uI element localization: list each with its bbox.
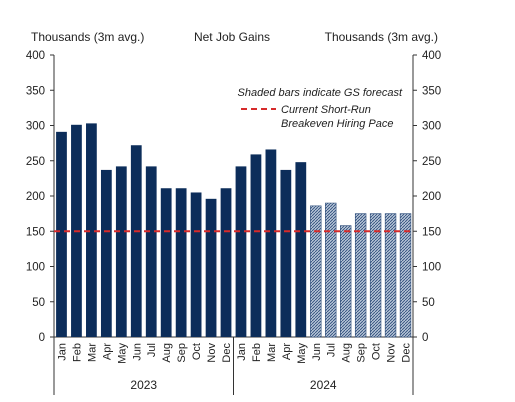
x-tick-label: May (116, 343, 128, 364)
year-label: 2023 (130, 378, 157, 392)
left-y-tick-label: 0 (39, 332, 45, 344)
left-y-tick-label: 400 (26, 50, 45, 62)
bars-layer (56, 123, 412, 338)
x-tick-label: Sep (176, 343, 188, 363)
right-y-tick-label: 100 (422, 262, 441, 274)
x-tick-label: Apr (281, 343, 293, 360)
left-y-tick-label: 300 (26, 121, 45, 133)
right-y-tick-label: 150 (422, 226, 441, 238)
actual-bar (205, 198, 217, 337)
year-label: 2024 (310, 378, 337, 392)
actual-bar (220, 188, 232, 337)
actual-bar (235, 166, 247, 337)
legend-reference-label-line-2: Breakeven Hiring Pace (281, 118, 394, 130)
right-y-tick-label: 250 (422, 156, 441, 168)
actual-bar (175, 188, 187, 337)
x-tick-label: Apr (101, 343, 113, 360)
forecast-bar (384, 213, 397, 338)
x-tick-label: Feb (251, 343, 263, 362)
x-tick-label: Dec (221, 343, 233, 363)
x-tick-label: Mar (86, 343, 98, 362)
right-y-tick-label: 350 (422, 85, 441, 97)
left-y-tick-label: 250 (26, 156, 45, 168)
x-tick-label: Jan (236, 343, 248, 361)
left-y-tick-label: 100 (26, 262, 45, 274)
x-tick-label: Jun (311, 343, 323, 361)
x-tick-label: Dec (401, 343, 413, 363)
forecast-bar (340, 225, 352, 338)
x-tick-label: Mar (266, 343, 278, 362)
actual-bar (190, 192, 202, 337)
forecast-bar (354, 213, 367, 338)
x-tick-label: Jun (131, 343, 143, 361)
forecast-bar (310, 205, 322, 338)
actual-bar (100, 169, 112, 337)
left-y-tick-label: 50 (32, 297, 45, 309)
actual-bar (250, 154, 262, 337)
x-tick-label: May (296, 343, 308, 364)
actual-bar (130, 145, 142, 337)
right-y-tick-label: 50 (422, 297, 435, 309)
x-tick-label: Aug (341, 343, 353, 363)
actual-bar (295, 162, 307, 337)
chart-title: Net Job Gains (194, 30, 270, 44)
x-tick-label: Oct (371, 343, 383, 360)
actual-bar (56, 131, 67, 337)
labels-layer: 0 0 50 50 100 100 150 150 200 200 250 250 300 300 350 3… (26, 50, 441, 392)
actual-bar (160, 188, 172, 337)
forecast-bar (325, 202, 337, 338)
actual-bar (145, 166, 157, 337)
x-tick-label: Aug (161, 343, 173, 363)
x-tick-label: Feb (71, 343, 83, 362)
legend-reference-label-line-1: Current Short-Run (281, 104, 371, 116)
x-tick-label: Nov (386, 343, 398, 363)
left-y-tick-label: 200 (26, 191, 45, 203)
x-tick-label: Jul (326, 343, 338, 357)
left-y-tick-label: 150 (26, 226, 45, 238)
right-axis-unit-label: Thousands (3m avg.) (325, 30, 438, 44)
left-y-tick-label: 350 (26, 85, 45, 97)
right-y-tick-label: 0 (422, 332, 428, 344)
forecast-bar (369, 213, 382, 338)
forecast-annotation: Shaded bars indicate GS forecast (238, 87, 403, 99)
x-tick-label: Jul (146, 343, 158, 357)
x-tick-label: Nov (206, 343, 218, 363)
right-y-tick-label: 400 (422, 50, 441, 62)
left-axis-unit-label: Thousands (3m avg.) (31, 30, 144, 44)
x-tick-label: Jan (56, 343, 68, 361)
right-y-tick-label: 200 (422, 191, 441, 203)
actual-bar (86, 123, 97, 337)
actual-bar (265, 149, 277, 337)
legend: Shaded bars indicate GS forecast Current… (238, 87, 403, 130)
actual-bar (280, 169, 292, 337)
x-tick-label: Oct (191, 343, 203, 360)
forecast-bar (399, 213, 412, 338)
actual-bar (115, 166, 127, 337)
axes-layer (50, 54, 417, 395)
right-y-tick-label: 300 (422, 121, 441, 133)
x-tick-label: Sep (356, 343, 368, 363)
